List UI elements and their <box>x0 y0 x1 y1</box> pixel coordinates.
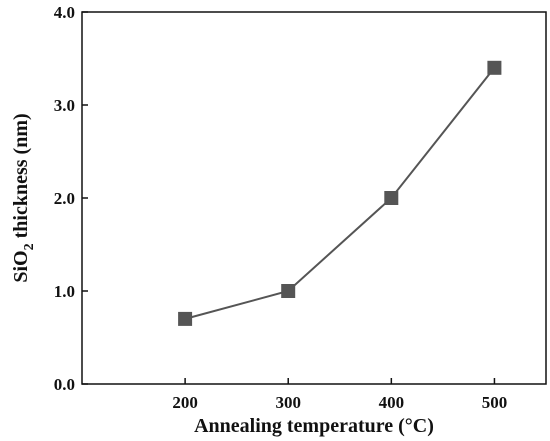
data-point-marker <box>281 284 296 298</box>
x-tick-label: 200 <box>172 393 198 412</box>
y-axis-title-main: SiO <box>10 250 32 282</box>
y-tick-label: 3.0 <box>54 96 75 115</box>
x-axis-ticks: 200 300 400 500 <box>172 378 507 412</box>
y-tick-label: 1.0 <box>54 282 75 301</box>
x-tick-label: 400 <box>379 393 405 412</box>
series-line <box>184 67 496 320</box>
x-tick-label: 300 <box>275 393 301 412</box>
x-axis-title: Annealing temperature (°C) <box>194 415 434 437</box>
series-layer <box>178 60 502 326</box>
data-point-marker <box>384 191 399 205</box>
plot-frame <box>81 11 547 385</box>
y-tick-label: 4.0 <box>54 3 75 22</box>
y-axis-title-subscript: 2 <box>22 243 37 250</box>
data-point-marker <box>487 60 502 75</box>
y-tick-label: 2.0 <box>54 189 75 208</box>
y-tick-label: 0.0 <box>54 375 75 394</box>
y-axis-title: SiO2 thickness (nm) <box>10 113 37 282</box>
y-axis-ticks: 0.0 1.0 2.0 3.0 4.0 <box>54 3 88 394</box>
y-axis-title-rest: thickness (nm) <box>10 113 32 243</box>
x-tick-label: 500 <box>482 393 508 412</box>
data-point-marker <box>178 311 193 326</box>
